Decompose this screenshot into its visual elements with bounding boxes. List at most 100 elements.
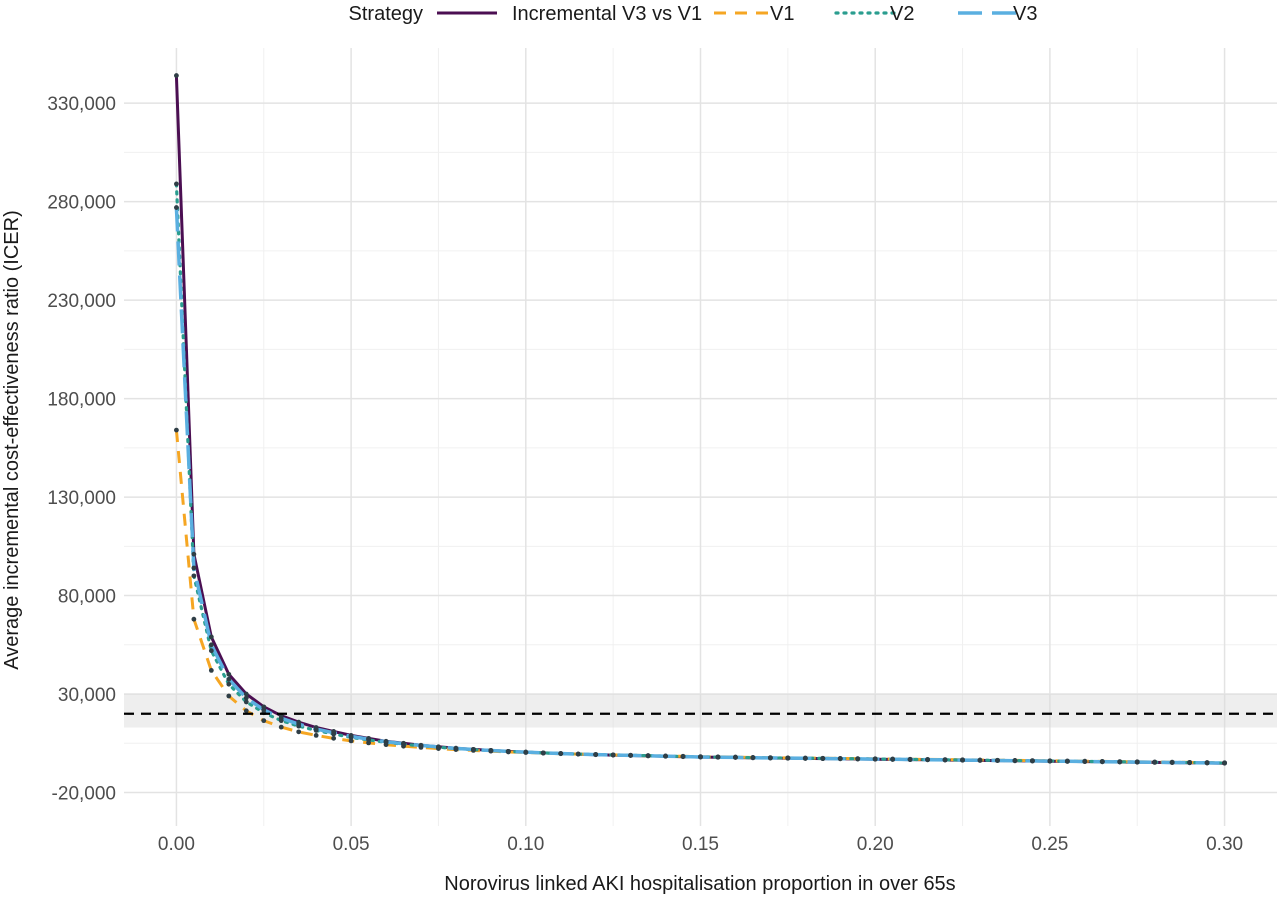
data-point bbox=[575, 751, 581, 757]
data-point bbox=[995, 758, 1000, 763]
data-point bbox=[837, 756, 843, 762]
x-tick-label: 0.20 bbox=[857, 834, 894, 855]
data-point bbox=[523, 749, 529, 755]
data-point bbox=[1134, 759, 1140, 765]
data-point bbox=[733, 754, 738, 760]
data-point bbox=[1012, 758, 1018, 764]
data-point bbox=[610, 752, 616, 758]
data-point bbox=[1030, 758, 1035, 764]
y-tick-label: 80,000 bbox=[58, 587, 116, 608]
data-point bbox=[977, 757, 983, 763]
data-point bbox=[540, 750, 546, 756]
y-tick-label: 30,000 bbox=[58, 685, 116, 706]
y-tick-label: 230,000 bbox=[47, 291, 116, 312]
data-point bbox=[313, 726, 319, 732]
data-point bbox=[226, 676, 232, 682]
data-point bbox=[802, 755, 808, 761]
data-point bbox=[331, 730, 337, 736]
data-point bbox=[890, 756, 896, 762]
data-point bbox=[348, 738, 354, 744]
data-point bbox=[680, 754, 686, 759]
legend-title: Strategy bbox=[349, 3, 423, 25]
data-point bbox=[698, 754, 703, 760]
data-point bbox=[436, 744, 441, 750]
data-point bbox=[383, 739, 389, 745]
data-point bbox=[593, 752, 599, 758]
data-point bbox=[925, 757, 931, 763]
x-axis-ticks: 0.00 0.05 0.10 0.15 0.20 0.25 0.30 bbox=[158, 834, 1243, 855]
data-point bbox=[1117, 759, 1123, 765]
data-point bbox=[296, 721, 302, 727]
data-point bbox=[174, 181, 179, 187]
threshold-band bbox=[124, 694, 1277, 728]
data-point bbox=[208, 668, 214, 673]
data-point bbox=[855, 756, 861, 762]
data-point bbox=[1204, 760, 1210, 766]
y-tick-label: 130,000 bbox=[47, 488, 116, 509]
data-point bbox=[1082, 759, 1088, 764]
data-point bbox=[243, 708, 249, 714]
data-point bbox=[261, 707, 267, 713]
data-point bbox=[174, 73, 179, 78]
x-axis-title: Norovirus linked AKI hospitalisation pro… bbox=[444, 873, 955, 895]
data-point bbox=[628, 752, 634, 758]
y-tick-label: -20,000 bbox=[52, 784, 116, 805]
legend: Strategy Incremental V3 vs V1 V1 V2 V3 bbox=[349, 3, 1038, 25]
data-point bbox=[1222, 760, 1227, 766]
data-point bbox=[750, 755, 756, 761]
data-point bbox=[208, 634, 214, 640]
data-point bbox=[191, 565, 197, 571]
data-point bbox=[1064, 758, 1070, 764]
data-point bbox=[191, 616, 197, 622]
data-point bbox=[1099, 759, 1105, 765]
data-point bbox=[278, 715, 284, 721]
data-point bbox=[1047, 758, 1053, 764]
y-tick-label: 180,000 bbox=[47, 390, 116, 411]
data-point bbox=[174, 427, 179, 433]
threshold-band-rect bbox=[124, 694, 1277, 728]
data-point bbox=[243, 695, 249, 701]
data-point bbox=[942, 757, 948, 763]
data-point bbox=[505, 748, 511, 754]
data-point bbox=[366, 736, 371, 742]
data-point bbox=[296, 729, 302, 735]
data-point bbox=[226, 681, 232, 687]
data-point bbox=[1169, 760, 1175, 765]
x-tick-label: 0.00 bbox=[158, 834, 195, 855]
data-point bbox=[872, 756, 878, 762]
data-point bbox=[401, 741, 406, 747]
y-tick-label: 330,000 bbox=[47, 94, 116, 115]
data-point bbox=[715, 754, 721, 760]
data-point bbox=[558, 751, 564, 756]
data-point bbox=[1187, 760, 1193, 766]
points-group bbox=[174, 73, 1227, 766]
data-point bbox=[243, 691, 249, 697]
data-point bbox=[488, 748, 494, 753]
data-point bbox=[226, 693, 232, 699]
data-point bbox=[907, 757, 913, 762]
data-point bbox=[960, 757, 965, 763]
data-point bbox=[663, 753, 668, 759]
data-point bbox=[418, 743, 424, 748]
legend-label-3: V3 bbox=[1013, 3, 1037, 25]
data-point bbox=[820, 756, 826, 761]
data-point bbox=[348, 733, 354, 739]
legend-label-1: V1 bbox=[770, 3, 794, 25]
y-axis-title: Average incremental cost-effectiveness r… bbox=[1, 210, 23, 669]
x-tick-label: 0.10 bbox=[507, 834, 544, 855]
x-tick-label: 0.30 bbox=[1206, 834, 1243, 855]
x-tick-label: 0.25 bbox=[1031, 834, 1068, 855]
y-axis-ticks: -20,000 30,000 80,000 130,000 180,000 230,000… bbox=[47, 94, 116, 804]
x-tick-label: 0.15 bbox=[682, 834, 719, 855]
data-point bbox=[243, 699, 249, 705]
legend-label-0: Incremental V3 vs V1 bbox=[512, 3, 702, 25]
data-point bbox=[226, 671, 232, 677]
data-point bbox=[261, 718, 267, 724]
data-point bbox=[208, 642, 214, 648]
data-point bbox=[785, 755, 791, 761]
data-point bbox=[208, 648, 214, 654]
grid bbox=[124, 48, 1277, 826]
data-point bbox=[645, 753, 651, 759]
data-point bbox=[191, 551, 197, 557]
